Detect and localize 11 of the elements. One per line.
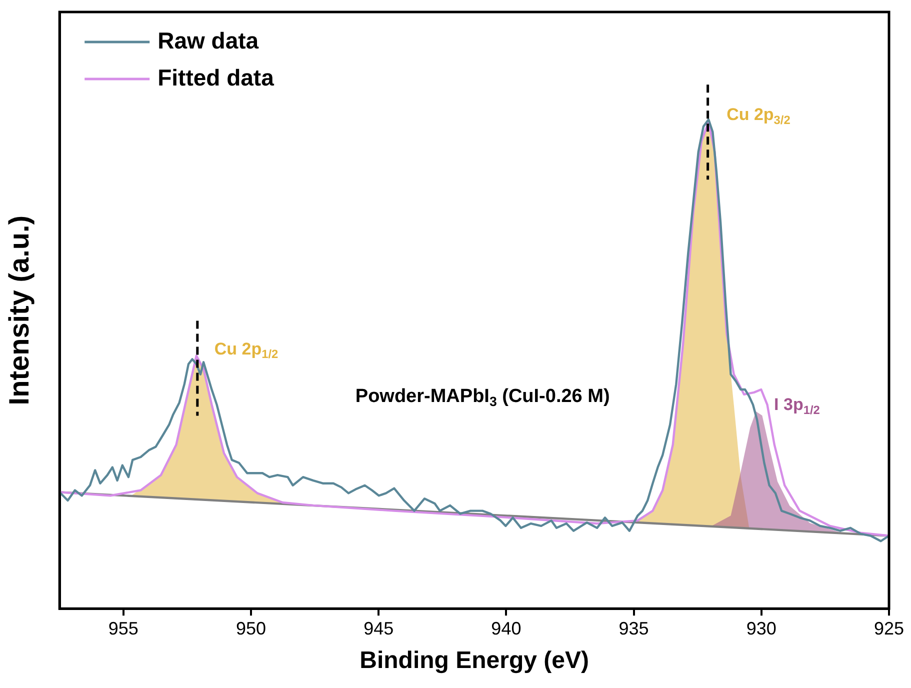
x-axis-title: Binding Energy (eV) [360,647,589,674]
x-tick-label: 940 [491,618,522,638]
x-tick-label: 950 [236,618,266,638]
x-tick-label: 935 [618,618,649,638]
legend-label: Fitted data [158,64,274,90]
legend-label: Raw data [158,27,259,54]
x-tick-label: 925 [874,618,904,638]
y-axis-title: Intensity (a.u.) [4,215,35,406]
x-tick-label: 945 [364,618,394,638]
x-tick-label: 955 [108,618,138,638]
x-tick-label: 930 [746,618,776,638]
